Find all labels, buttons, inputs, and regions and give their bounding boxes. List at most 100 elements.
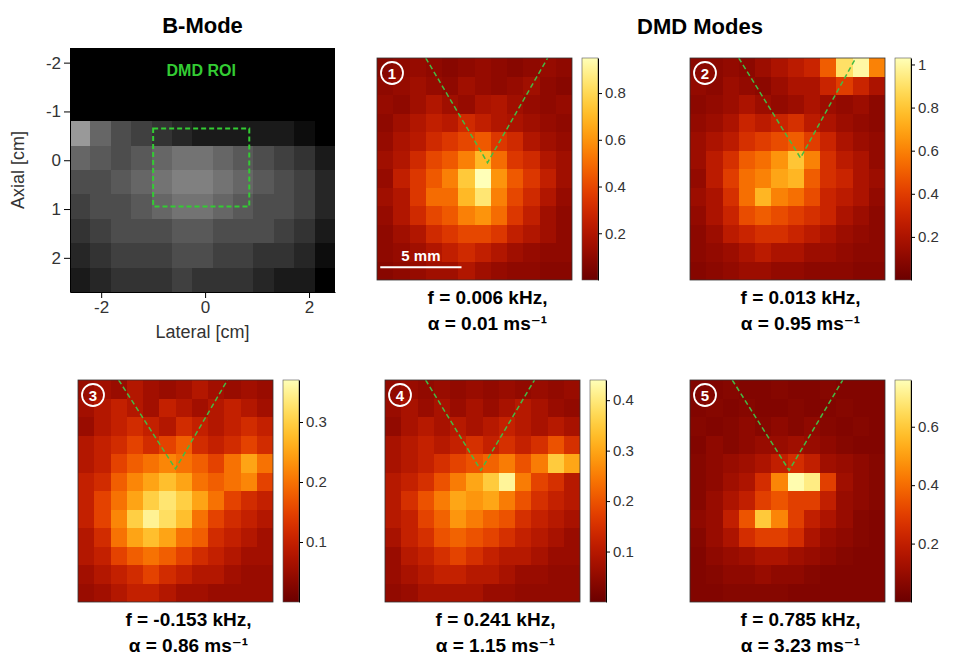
cell bbox=[192, 454, 209, 473]
heatmap-area bbox=[385, 380, 580, 602]
cell bbox=[434, 510, 451, 529]
pixel bbox=[192, 243, 212, 267]
pixel bbox=[90, 219, 110, 243]
cell bbox=[192, 473, 209, 492]
cell bbox=[690, 206, 707, 225]
cell bbox=[531, 436, 548, 455]
scale-bar-label: 5 mm bbox=[401, 247, 440, 264]
cell bbox=[706, 114, 723, 133]
cell bbox=[377, 95, 394, 114]
cell bbox=[706, 528, 723, 547]
cell bbox=[192, 565, 209, 584]
pixel bbox=[70, 72, 90, 96]
cell bbox=[393, 114, 410, 133]
tick: 0 bbox=[201, 292, 210, 317]
mode-number: 5 bbox=[701, 387, 709, 404]
cell bbox=[143, 584, 160, 603]
cell bbox=[515, 473, 532, 492]
cell bbox=[401, 436, 418, 455]
cell bbox=[548, 417, 565, 436]
pixel bbox=[213, 268, 233, 292]
cell bbox=[531, 584, 548, 603]
cell bbox=[739, 77, 756, 96]
colorbar-axis-line bbox=[299, 381, 300, 603]
cell bbox=[410, 188, 427, 207]
cell bbox=[224, 399, 241, 418]
tick: 0.3 bbox=[606, 442, 634, 459]
cell bbox=[257, 454, 273, 473]
pixel bbox=[233, 219, 253, 243]
cell bbox=[788, 188, 805, 207]
pixel bbox=[213, 146, 233, 170]
colorbar bbox=[895, 58, 911, 280]
cell bbox=[523, 169, 540, 188]
cell bbox=[739, 528, 756, 547]
cell bbox=[723, 491, 740, 510]
cell bbox=[208, 491, 225, 510]
cell bbox=[507, 169, 524, 188]
cell bbox=[176, 454, 193, 473]
cell bbox=[176, 565, 193, 584]
cell bbox=[548, 399, 565, 418]
cell bbox=[426, 95, 443, 114]
cell bbox=[723, 510, 740, 529]
mode-badge bbox=[389, 384, 411, 406]
cell bbox=[257, 491, 273, 510]
cell bbox=[820, 132, 837, 151]
pixel bbox=[131, 72, 151, 96]
tick: -1 bbox=[46, 102, 70, 121]
cell bbox=[410, 132, 427, 151]
pixel bbox=[131, 121, 151, 145]
cell bbox=[755, 169, 772, 188]
pixel bbox=[131, 146, 151, 170]
pixel bbox=[253, 194, 273, 218]
cell bbox=[507, 132, 524, 151]
cell bbox=[788, 169, 805, 188]
colorbar bbox=[283, 380, 299, 602]
cell bbox=[241, 454, 258, 473]
cell bbox=[143, 491, 160, 510]
pixel bbox=[90, 121, 110, 145]
cell bbox=[706, 225, 723, 244]
cell bbox=[564, 565, 580, 584]
cell bbox=[690, 491, 707, 510]
pixel bbox=[253, 97, 273, 121]
cell bbox=[224, 473, 241, 492]
cell bbox=[540, 95, 557, 114]
cell bbox=[466, 491, 483, 510]
mode-badge bbox=[694, 62, 716, 84]
cell bbox=[723, 380, 740, 399]
tick: 2 bbox=[52, 249, 70, 268]
cell bbox=[426, 77, 443, 96]
cell bbox=[788, 243, 805, 262]
tick-label: 0.4 bbox=[918, 476, 939, 493]
cell bbox=[690, 473, 707, 492]
y-axis: -2-1012 bbox=[46, 49, 71, 293]
cone-outline bbox=[732, 380, 843, 470]
cell bbox=[869, 243, 885, 262]
cell bbox=[483, 528, 500, 547]
image-area bbox=[70, 48, 335, 292]
tick: 0.6 bbox=[911, 418, 939, 435]
cell bbox=[257, 565, 273, 584]
tick: 0.2 bbox=[598, 225, 626, 242]
scale-bar bbox=[380, 266, 461, 268]
cell bbox=[111, 528, 128, 547]
caption: f = 0.241 kHz, bbox=[436, 609, 556, 630]
cell bbox=[442, 114, 459, 133]
cell bbox=[771, 380, 788, 399]
cell bbox=[94, 417, 111, 436]
cell bbox=[393, 225, 410, 244]
pixel bbox=[192, 146, 212, 170]
cell bbox=[385, 454, 402, 473]
cell bbox=[475, 225, 492, 244]
tick-mark bbox=[299, 482, 303, 483]
cell bbox=[241, 473, 258, 492]
pixel bbox=[90, 170, 110, 194]
cell bbox=[385, 547, 402, 566]
cell bbox=[475, 169, 492, 188]
cell bbox=[143, 473, 160, 492]
pixel bbox=[111, 146, 131, 170]
pixel bbox=[233, 268, 253, 292]
cell bbox=[820, 151, 837, 170]
